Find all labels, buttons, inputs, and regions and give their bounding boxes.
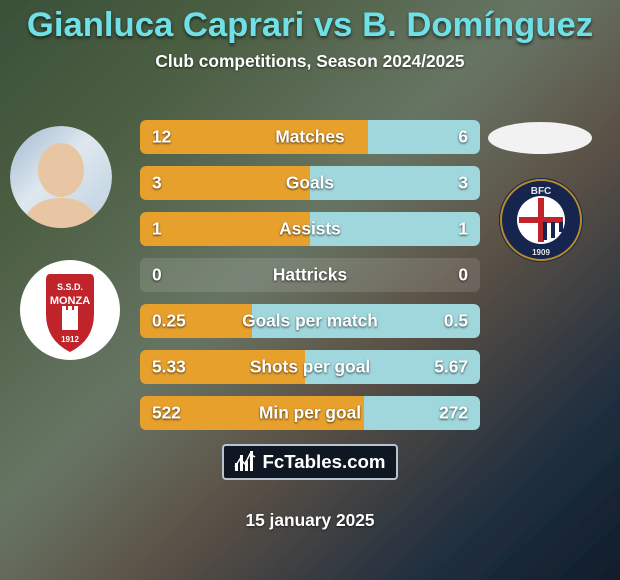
stat-row: 12 6 Matches — [140, 120, 480, 154]
stat-value-left: 3 — [152, 173, 162, 194]
title-player1: Gianluca Caprari — [27, 6, 304, 44]
svg-text:S.S.D.: S.S.D. — [57, 282, 83, 292]
stat-value-left: 5.33 — [152, 357, 186, 378]
club1-crest-svg: S.S.D. MONZA 1912 — [20, 260, 120, 360]
stat-value-right: 5.67 — [434, 357, 468, 378]
stats-bars: 12 6 Matches 3 3 Goals 1 1 Assists 0 0 Hattricks 0.2… — [140, 120, 480, 442]
svg-text:MONZA: MONZA — [50, 295, 90, 307]
svg-text:BFC: BFC — [531, 186, 552, 197]
stat-label: Assists — [279, 219, 341, 240]
stat-value-right: 272 — [439, 403, 468, 424]
svg-text:1909: 1909 — [532, 248, 550, 257]
stat-row: 0.25 0.5 Goals per match — [140, 304, 480, 338]
title-connector: vs — [314, 6, 353, 44]
title-player2: B. Domínguez — [362, 6, 593, 44]
stat-label: Hattricks — [273, 265, 347, 286]
stat-value-right: 0 — [458, 265, 468, 286]
stat-label: Matches — [275, 127, 344, 148]
stat-value-left: 0.25 — [152, 311, 186, 332]
chart-icon — [234, 451, 256, 473]
stat-label: Goals per match — [242, 311, 378, 332]
stat-value-right: 1 — [458, 219, 468, 240]
club1-crest: S.S.D. MONZA 1912 — [20, 260, 120, 360]
stat-label: Min per goal — [259, 403, 361, 424]
stat-row: 522 272 Min per goal — [140, 396, 480, 430]
stat-row: 0 0 Hattricks — [140, 258, 480, 292]
stat-value-right: 6 — [458, 127, 468, 148]
page-title: Gianluca Caprari vs B. Domínguez — [0, 6, 620, 45]
stat-row: 5.33 5.67 Shots per goal — [140, 350, 480, 384]
brand-badge: FcTables.com — [222, 444, 398, 480]
subtitle: Club competitions, Season 2024/2025 — [0, 51, 620, 72]
stat-value-left: 12 — [152, 127, 171, 148]
date-text: 15 january 2025 — [245, 510, 374, 531]
stat-row: 3 3 Goals — [140, 166, 480, 200]
content-layer: Gianluca Caprari vs B. Domínguez Club co… — [0, 0, 620, 580]
player2-avatar-placeholder — [488, 122, 592, 154]
stat-value-left: 1 — [152, 219, 162, 240]
stat-value-left: 522 — [152, 403, 181, 424]
player1-avatar — [10, 126, 112, 228]
stat-label: Shots per goal — [250, 357, 370, 378]
brand-text: FcTables.com — [262, 451, 385, 473]
club2-crest: BFC 1909 — [499, 178, 583, 262]
player1-avatar-svg — [10, 126, 112, 228]
stat-label: Goals — [286, 173, 334, 194]
bar-right — [310, 166, 480, 200]
stat-value-right: 3 — [458, 173, 468, 194]
club2-crest-svg: BFC 1909 — [499, 178, 583, 262]
svg-text:1912: 1912 — [61, 335, 79, 344]
stat-row: 1 1 Assists — [140, 212, 480, 246]
stat-value-right: 0.5 — [444, 311, 468, 332]
stat-value-left: 0 — [152, 265, 162, 286]
bar-left — [140, 166, 310, 200]
